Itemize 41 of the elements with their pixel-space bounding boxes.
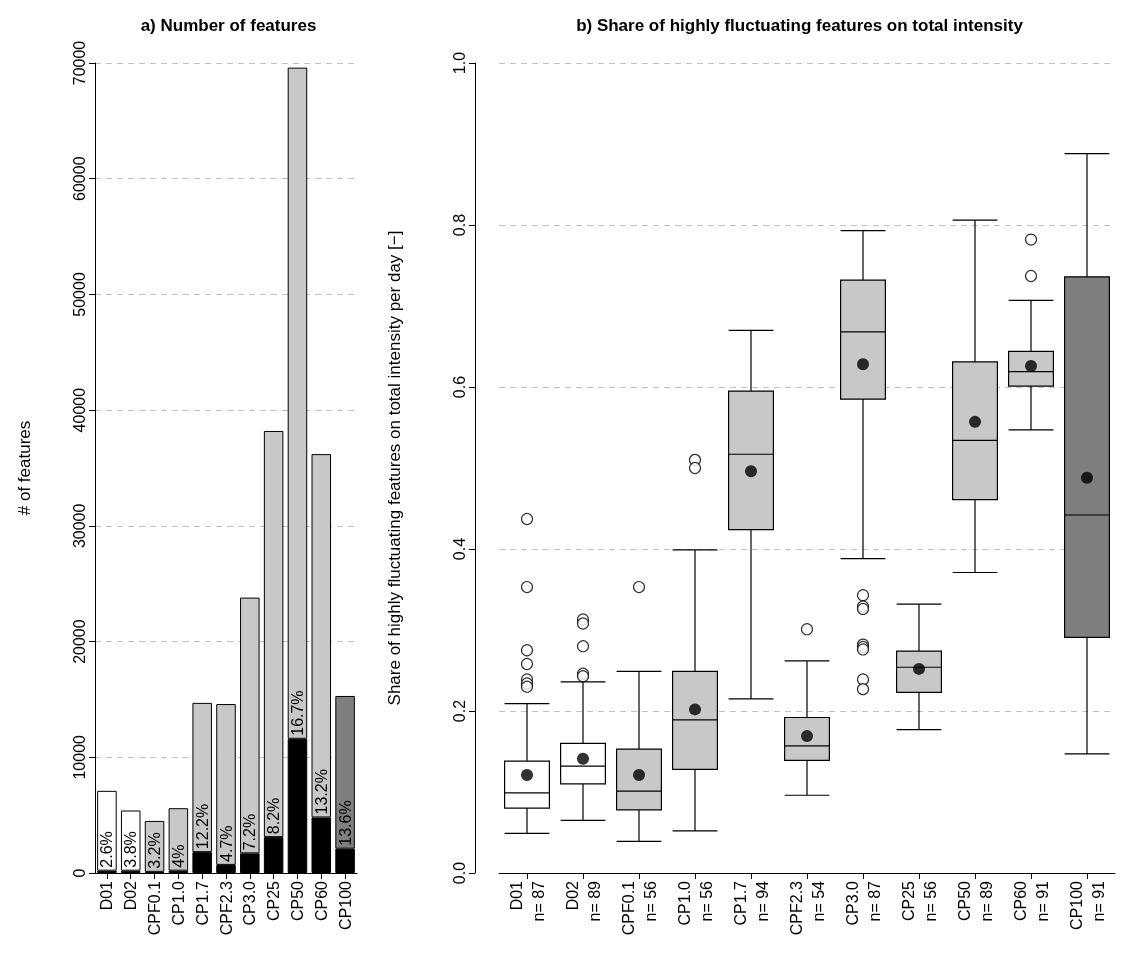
y-tick-label: 0.8: [450, 213, 468, 237]
y-tick-label: 40000: [70, 387, 88, 433]
y-tick-label: 0: [70, 868, 88, 878]
x-tick-label: D02: [122, 880, 140, 911]
x-tick-label: CP60: [312, 880, 330, 922]
y-tick-label: 0.0: [450, 861, 468, 885]
x-tick-label: CP100: [336, 880, 354, 930]
annotation: 4.7%: [217, 825, 235, 862]
y-tick-label: 0.2: [450, 699, 468, 723]
y-tick-label: 0.4: [450, 537, 468, 561]
annotation: 16.7%: [288, 690, 306, 736]
y-tick-label: 70000: [70, 40, 88, 86]
y-axis-title: Share of highly fluctuating features on total intensity per day [−]: [385, 230, 404, 706]
y-tick-label: 10000: [70, 734, 88, 780]
y-tick-label: 20000: [70, 619, 88, 664]
annotation: 13.2%: [312, 769, 330, 815]
annotation: 7.2%: [241, 813, 259, 851]
annotation: 8.2%: [265, 797, 283, 835]
chart-title: b) Share of highly fluctuating features on total intensity: [576, 16, 1024, 35]
annotation: 3.2%: [146, 832, 164, 869]
x-tick-label: CPF2.3: [217, 880, 235, 936]
x-tick-label: CP25: [265, 880, 283, 922]
y-tick-label: 0.6: [450, 375, 468, 399]
x-tick-label: CP50: [288, 880, 306, 922]
y-tick-label: 1.0: [450, 51, 468, 75]
y-tick-label: 30000: [70, 503, 88, 549]
y-tick-label: 50000: [70, 272, 88, 317]
annotation: 4%: [169, 844, 187, 868]
x-tick-label: CPF0.1: [146, 880, 164, 936]
chart-title: a) Number of features: [140, 16, 317, 35]
x-tick-label: D01 n= 87: [507, 880, 547, 922]
y-axis-title: # of features: [15, 420, 34, 516]
annotation: 13.6%: [336, 800, 354, 846]
y-tick-label: 60000: [70, 156, 88, 201]
annotation: 2.6%: [98, 831, 116, 868]
x-tick-label: D01: [98, 880, 116, 911]
x-tick-label: CP3.0: [241, 880, 259, 926]
annotation: 12.2%: [193, 803, 211, 850]
x-tick-label: CP1.0: [169, 880, 187, 926]
annotation: 3.8%: [122, 831, 140, 868]
x-tick-label: CP1.7: [193, 880, 211, 926]
